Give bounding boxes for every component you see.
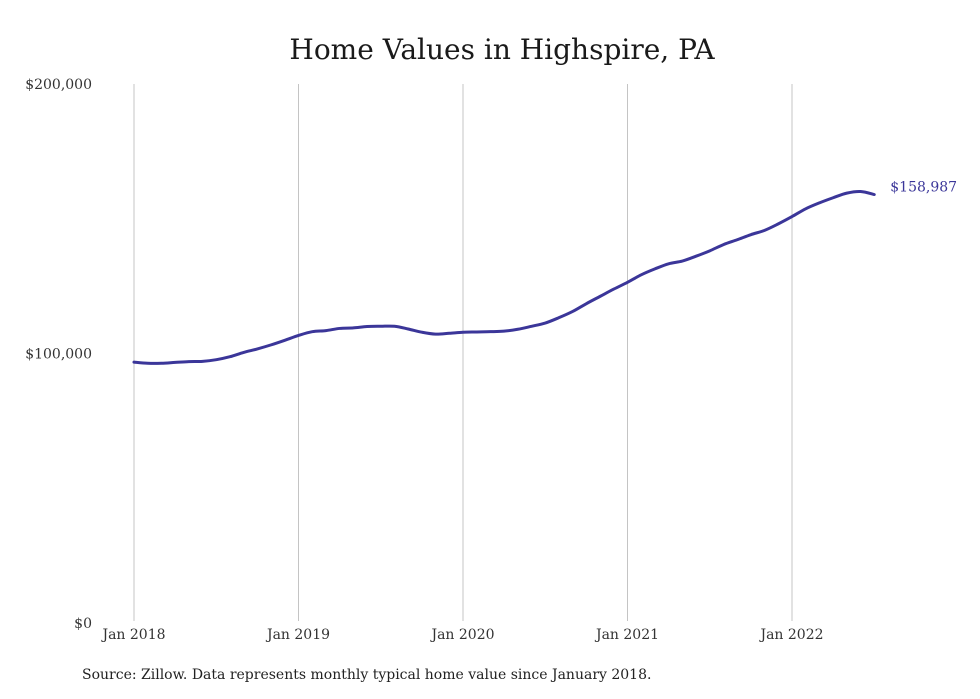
x-tick-label: Jan 2018 <box>100 627 165 643</box>
x-tick-label: Jan 2022 <box>758 627 823 643</box>
y-tick-label: $0 <box>74 616 92 632</box>
y-axis-ticks: $0 $100,000 $200,000 <box>25 77 92 632</box>
chart-title: Home Values in Highspire, PA <box>289 33 715 66</box>
series-line <box>132 189 876 365</box>
x-tick-label: Jan 2021 <box>594 627 659 643</box>
y-tick-label: $100,000 <box>25 347 92 363</box>
grid-lines <box>133 84 793 621</box>
end-value-label: $158,987 <box>890 180 957 196</box>
x-tick-label: Jan 2020 <box>429 627 494 643</box>
x-tick-label: Jan 2019 <box>265 627 330 643</box>
source-note: Source: Zillow. Data represents monthly … <box>82 667 652 683</box>
series-layer: $158,987 <box>132 180 957 365</box>
y-tick-label: $200,000 <box>25 77 92 93</box>
x-axis-ticks: Jan 2018 Jan 2019 Jan 2020 Jan 2021 Jan 2022 <box>100 627 823 643</box>
